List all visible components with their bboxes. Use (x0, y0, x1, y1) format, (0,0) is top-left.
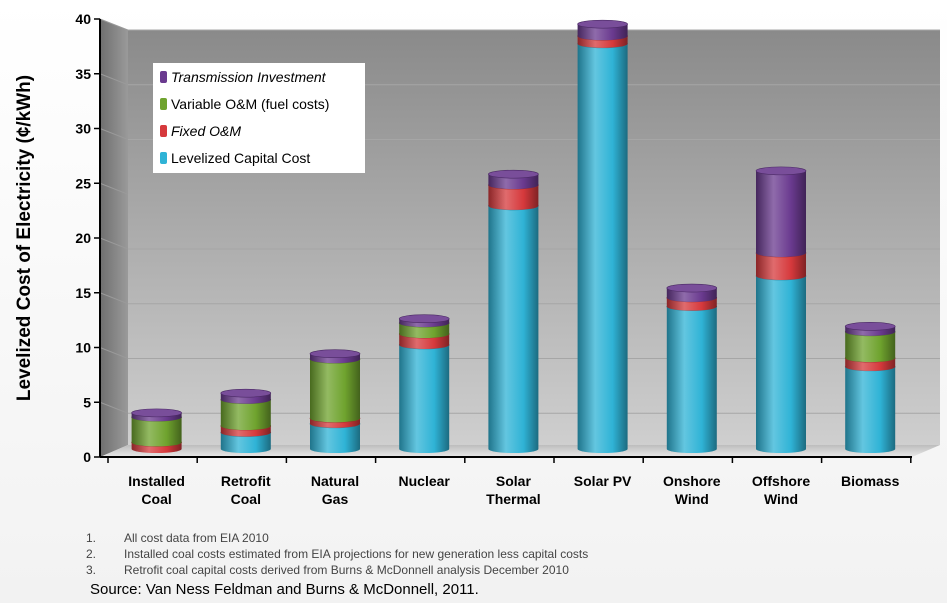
footnote-text: Installed coal costs estimated from EIA … (124, 546, 588, 562)
bar-segment (667, 303, 717, 453)
legend-swatch (160, 98, 167, 110)
y-tick-label: 10 (75, 340, 91, 356)
footnote: 2. Installed coal costs estimated from EI… (86, 546, 926, 562)
bar-segment (310, 350, 360, 363)
legend-label: Levelized Capital Cost (171, 150, 310, 166)
footnote: 3. Retrofit coal capital costs derived fr… (86, 562, 926, 578)
bar-segment (756, 272, 806, 453)
footnotes: 1. All cost data from EIA 2010 2. Installed… (86, 530, 926, 578)
legend-label: Transmission Investment (171, 69, 327, 85)
bar-segment (488, 202, 538, 453)
x-tick-label: Onshore Wind (663, 473, 721, 507)
y-tick-label: 5 (83, 394, 91, 410)
x-tick-label: Offshore Wind (752, 473, 811, 507)
bar-segment (845, 322, 895, 335)
legend-swatch (160, 152, 167, 164)
legend-swatch (160, 125, 167, 137)
footnote-number: 1. (86, 530, 124, 546)
y-tick-label: 0 (83, 449, 91, 465)
bar-segment (399, 341, 449, 453)
side-wall (100, 19, 128, 457)
footnote: 1. All cost data from EIA 2010 (86, 530, 926, 546)
footnote-number: 3. (86, 562, 124, 578)
bar-segment (488, 170, 538, 189)
bar-segment (667, 284, 717, 302)
x-tick-label: Installed Coal (128, 473, 185, 507)
legend: Transmission Investment Variable O&M (fue… (153, 63, 365, 173)
y-axis-title: Levelized Cost of Electricity (¢/kWh) (14, 75, 35, 401)
footnote-text: Retrofit coal capital costs derived from… (124, 562, 569, 578)
bar-segment (132, 409, 182, 421)
x-tick-label: Natural Gas (311, 473, 359, 507)
y-tick-label: 20 (75, 230, 91, 246)
x-tick-label: Nuclear (399, 473, 451, 489)
legend-label: Fixed O&M (171, 123, 241, 139)
bar-segment (845, 363, 895, 453)
x-tick-label: Solar PV (574, 473, 632, 489)
legend-label: Variable O&M (fuel costs) (171, 96, 329, 112)
y-tick-label: 25 (75, 175, 91, 191)
y-tick-label: 35 (75, 66, 91, 82)
bar-segment (578, 20, 628, 40)
bar-segment (756, 167, 806, 257)
bar-segment (399, 315, 449, 327)
x-axis: Installed Coal Retrofit Coal Natural Gas Nucle… (100, 457, 912, 507)
y-tick-label: 40 (75, 11, 91, 27)
footnote-number: 2. (86, 546, 124, 562)
x-tick-label: Solar Thermal (486, 473, 540, 507)
bar-segment (221, 389, 271, 404)
x-tick-label: Biomass (841, 473, 900, 489)
bar-segment (578, 40, 628, 453)
legend-swatch (160, 71, 167, 83)
y-tick-label: 15 (75, 285, 91, 301)
source-citation: Source: Van Ness Feldman and Burns & McD… (90, 581, 479, 598)
bar-segment (310, 355, 360, 422)
x-tick-label: Retrofit Coal (221, 473, 271, 507)
footnote-text: All cost data from EIA 2010 (124, 530, 269, 546)
y-axis: 0 5 10 15 20 25 30 35 40 (75, 11, 100, 465)
y-tick-label: 30 (75, 121, 91, 137)
